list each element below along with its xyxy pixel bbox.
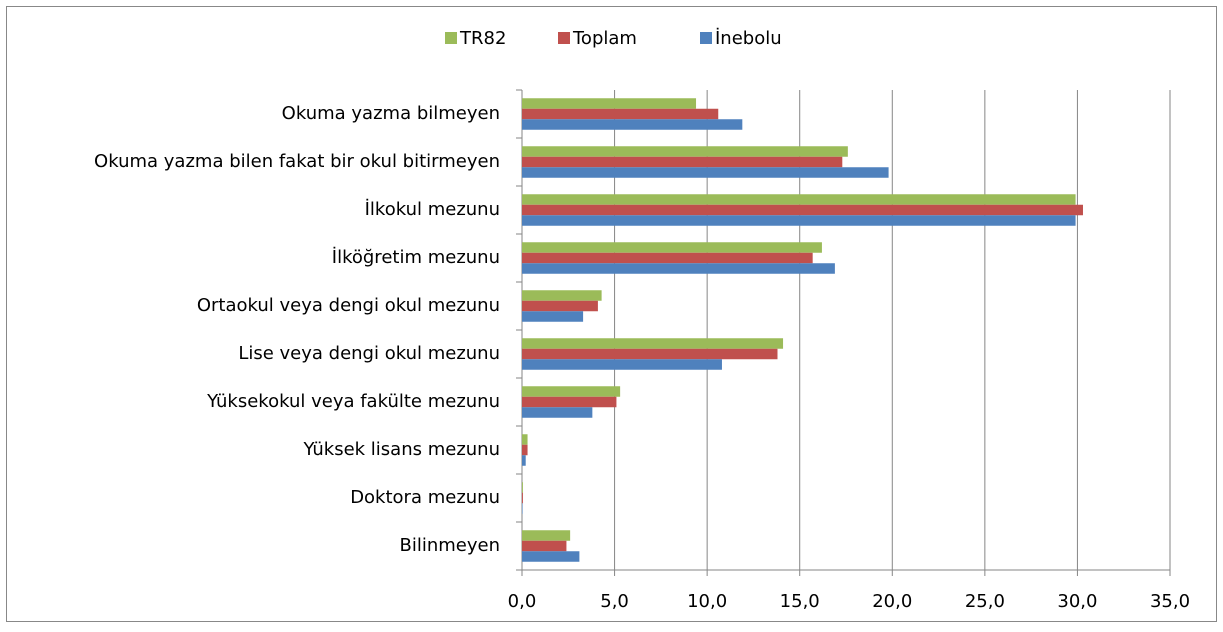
y-tick-label: Yüksekokul veya fakülte mezunu (206, 391, 500, 412)
bar (522, 434, 528, 445)
bar (522, 215, 1076, 226)
y-tick-label: Ortaokul veya dengi okul mezunu (197, 295, 500, 316)
bar (522, 252, 813, 264)
y-tick-label: İlköğretim mezunu (332, 247, 500, 268)
bar (522, 167, 889, 178)
y-tick-label: İlkokul mezunu (365, 199, 500, 220)
x-tick-label: 10,0 (687, 591, 727, 612)
bar (522, 108, 719, 120)
x-tick-label: 20,0 (872, 591, 912, 612)
bar (522, 444, 528, 456)
bar (522, 146, 848, 157)
bar (522, 530, 571, 541)
bar (522, 386, 621, 397)
legend-label: Toplam (572, 28, 637, 49)
bar (522, 194, 1076, 205)
x-tick-label: 30,0 (1057, 591, 1097, 612)
bar (522, 455, 526, 466)
bar (522, 290, 602, 301)
x-tick-label: 5,0 (600, 591, 629, 612)
bar (522, 98, 697, 109)
y-tick-label: Okuma yazma bilen fakat bir okul bitirme… (94, 151, 500, 172)
x-tick-label: 0,0 (508, 591, 537, 612)
bar (522, 551, 580, 562)
bar (522, 348, 778, 360)
legend-label: TR82 (459, 28, 506, 49)
bar (522, 300, 598, 312)
bar (522, 396, 617, 408)
y-tick-label: Yüksek lisans mezunu (302, 439, 500, 460)
y-tick-label: Lise veya dengi okul mezunu (238, 343, 500, 364)
y-tick-label: Bilinmeyen (399, 535, 500, 556)
y-tick-label: Doktora mezunu (350, 487, 500, 508)
bar (522, 119, 743, 130)
legend-swatch (445, 32, 457, 44)
bar (522, 492, 523, 504)
bar (522, 540, 567, 552)
bar (522, 482, 523, 493)
bar (522, 311, 584, 322)
bar (522, 242, 822, 253)
bar (522, 503, 523, 514)
bar (522, 338, 784, 349)
bar (522, 156, 843, 168)
bar (522, 263, 835, 274)
legend-swatch (700, 32, 712, 44)
bar (522, 204, 1083, 216)
y-tick-label: Okuma yazma bilmeyen (282, 103, 500, 124)
bar (522, 407, 593, 418)
legend-label: İnebolu (715, 28, 782, 49)
bar (522, 359, 722, 370)
legend-swatch (558, 32, 570, 44)
x-tick-label: 15,0 (780, 591, 820, 612)
x-tick-label: 35,0 (1150, 591, 1190, 612)
x-tick-label: 25,0 (965, 591, 1005, 612)
